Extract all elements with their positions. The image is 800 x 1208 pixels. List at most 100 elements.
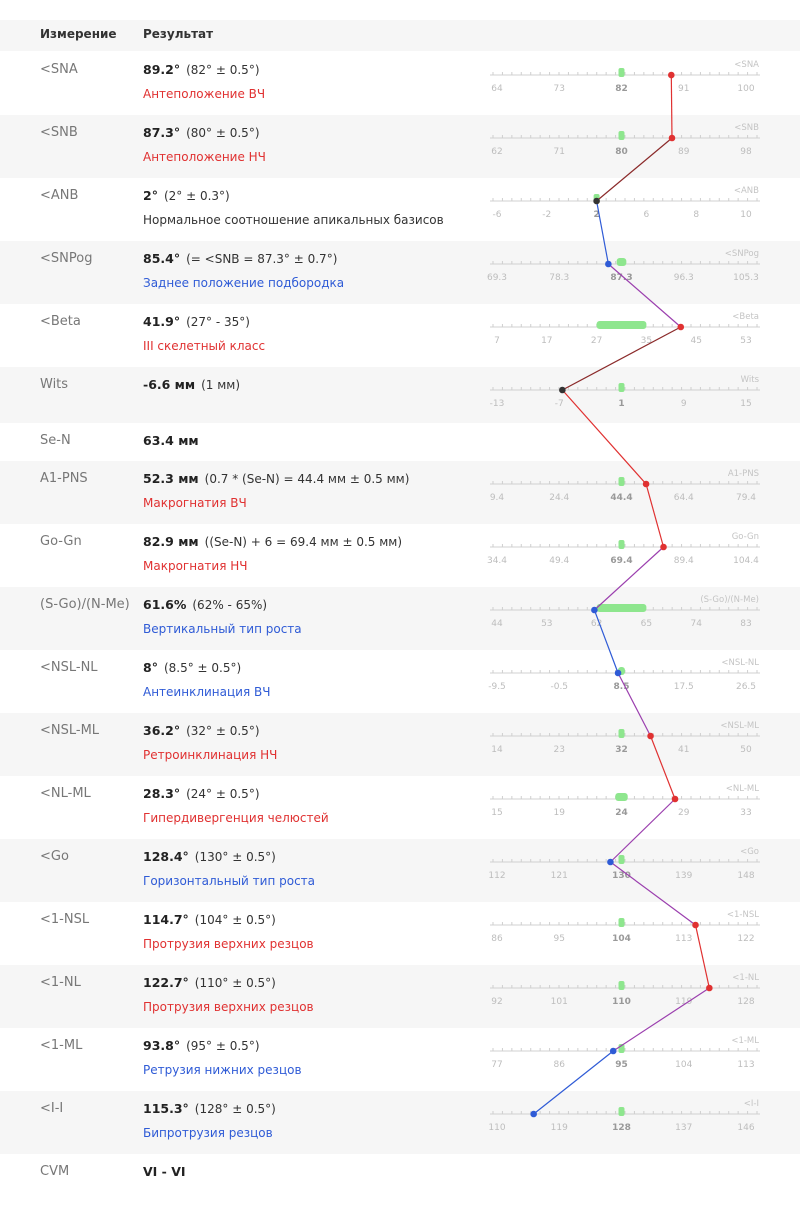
measure-label: <I-I <box>40 1101 64 1116</box>
norm-reference: (0.7 * (Se-N) = 44.4 мм ± 0.5 мм) <box>204 472 410 486</box>
interpretation: Протрузия верхних резцов <box>143 937 314 951</box>
result-value: 41.9° <box>143 314 181 329</box>
measure-label: <SNPog <box>40 251 93 266</box>
header-result: Результат <box>143 27 214 41</box>
result-value: 122.7° <box>143 975 189 990</box>
result-line: 52.3 мм (0.7 * (Se-N) = 44.4 мм ± 0.5 мм) <box>143 471 409 486</box>
result-line: 28.3° (24° ± 0.5°) <box>143 786 260 801</box>
norm-reference: (128° ± 0.5°) <box>194 1102 276 1116</box>
result-value: 8° <box>143 660 158 675</box>
result-value: -6.6 мм <box>143 377 196 392</box>
result-line: 8° (8.5° ± 0.5°) <box>143 660 241 675</box>
norm-reference: (104° ± 0.5°) <box>194 913 276 927</box>
measure-label: Wits <box>40 377 69 392</box>
result-line: 82.9 мм ((Se-N) + 6 = 69.4 мм ± 0.5 мм) <box>143 534 402 549</box>
measure-label: <SNB <box>40 125 78 140</box>
interpretation: Ретрузия нижних резцов <box>143 1063 302 1077</box>
interpretation: Бипротрузия резцов <box>143 1126 273 1140</box>
result-value: 52.3 мм <box>143 471 199 486</box>
norm-reference: ((Se-N) + 6 = 69.4 мм ± 0.5 мм) <box>204 535 403 549</box>
interpretation: III скелетный класс <box>143 339 266 353</box>
result-line: 85.4° (= <SNB = 87.3° ± 0.7°) <box>143 251 337 266</box>
interpretation: Антеположение НЧ <box>143 150 266 164</box>
result-value: VI - VI <box>143 1164 186 1179</box>
result-value: 85.4° <box>143 251 181 266</box>
measure-label: <1-NL <box>40 975 81 990</box>
measure-label: A1-PNS <box>40 471 88 486</box>
result-line: 61.6% (62% - 65%) <box>143 597 267 612</box>
cephalometric-table: Измерение Результат <SNA 89.2° (82° ± 0.5°… <box>0 20 800 1179</box>
table-row: A1-PNS 52.3 мм (0.7 * (Se-N) = 44.4 мм ± 0… <box>0 461 800 524</box>
interpretation: Вертикальный тип роста <box>143 622 302 636</box>
table-row: <1-NSL 114.7° (104° ± 0.5°) Протрузия верхн… <box>0 902 800 965</box>
measure-label: Go-Gn <box>40 534 82 549</box>
result-line: 114.7° (104° ± 0.5°) <box>143 912 276 927</box>
measure-label: CVM <box>40 1164 70 1179</box>
table-row: <NSL-ML 36.2° (32° ± 0.5°) Ретроинклинация … <box>0 713 800 776</box>
result-value: 28.3° <box>143 786 181 801</box>
interpretation: Макрогнатия НЧ <box>143 559 248 573</box>
measure-label: <NSL-ML <box>40 723 100 738</box>
table-row: Se-N 63.4 мм <box>0 423 800 461</box>
interpretation: Горизонтальный тип роста <box>143 874 316 888</box>
measure-label: <1-ML <box>40 1038 83 1053</box>
table-row: Wits -6.6 мм (1 мм) <box>0 367 800 423</box>
result-value: 128.4° <box>143 849 189 864</box>
norm-reference: (1 мм) <box>201 378 241 392</box>
norm-reference: (2° ± 0.3°) <box>163 189 230 203</box>
interpretation: Макрогнатия ВЧ <box>143 496 247 510</box>
table-row: <NSL-NL 8° (8.5° ± 0.5°) Антеинклинация ВЧ <box>0 650 800 713</box>
result-line: 122.7° (110° ± 0.5°) <box>143 975 276 990</box>
table-row: <I-I 115.3° (128° ± 0.5°) Бипротрузия резцо… <box>0 1091 800 1154</box>
interpretation: Заднее положение подбородка <box>143 276 345 290</box>
result-line: 36.2° (32° ± 0.5°) <box>143 723 260 738</box>
table-row: <ANB 2° (2° ± 0.3°) Нормальное соотношение … <box>0 178 800 241</box>
result-line: 87.3° (80° ± 0.5°) <box>143 125 260 140</box>
interpretation: Ретроинклинация НЧ <box>143 748 278 762</box>
norm-reference: (130° ± 0.5°) <box>194 850 276 864</box>
result-value: 93.8° <box>143 1038 181 1053</box>
result-value: 82.9 мм <box>143 534 199 549</box>
measure-label: <NSL-NL <box>40 660 98 675</box>
measure-label: <1-NSL <box>40 912 90 927</box>
measure-label: <Beta <box>40 314 81 329</box>
table-row: CVM VI - VI <box>0 1154 800 1194</box>
measure-label: <NL-ML <box>40 786 91 801</box>
norm-reference: (= <SNB = 87.3° ± 0.7°) <box>186 252 338 266</box>
header-measure: Измерение <box>40 27 117 41</box>
result-line: 63.4 мм <box>143 433 199 448</box>
norm-reference: (62% - 65%) <box>192 598 268 612</box>
interpretation: Нормальное соотношение апикальных базисо… <box>143 213 444 227</box>
table-row: <Beta 41.9° (27° - 35°) III скелетный класс <box>0 304 800 367</box>
result-line: 41.9° (27° - 35°) <box>143 314 250 329</box>
norm-reference: (80° ± 0.5°) <box>186 126 260 140</box>
table-row: <SNPog 85.4° (= <SNB = 87.3° ± 0.7°) Заднее… <box>0 241 800 304</box>
result-value: 63.4 мм <box>143 433 199 448</box>
norm-reference: (32° ± 0.5°) <box>186 724 260 738</box>
table-row: (S-Go)/(N-Me) 61.6% (62% - 65%) Вертикальны… <box>0 587 800 650</box>
measure-label: Se-N <box>40 433 71 448</box>
table-row: <Go 128.4° (130° ± 0.5°) Горизонтальный тип… <box>0 839 800 902</box>
result-value: 36.2° <box>143 723 181 738</box>
table-row: <SNA 89.2° (82° ± 0.5°) Антеположение ВЧ <box>0 52 800 115</box>
table-row: <1-NL 122.7° (110° ± 0.5°) Протрузия верхни… <box>0 965 800 1028</box>
measure-label: <Go <box>40 849 69 864</box>
interpretation: Антеинклинация ВЧ <box>143 685 271 699</box>
norm-reference: (82° ± 0.5°) <box>186 63 260 77</box>
result-value: 115.3° <box>143 1101 189 1116</box>
norm-reference: (95° ± 0.5°) <box>186 1039 260 1053</box>
result-value: 87.3° <box>143 125 181 140</box>
measure-label: <SNA <box>40 62 78 77</box>
norm-reference: (27° - 35°) <box>186 315 250 329</box>
norm-reference: (24° ± 0.5°) <box>186 787 260 801</box>
result-value: 2° <box>143 188 158 203</box>
result-line: 93.8° (95° ± 0.5°) <box>143 1038 260 1053</box>
table-row: Go-Gn 82.9 мм ((Se-N) + 6 = 69.4 мм ± 0.5 … <box>0 524 800 587</box>
measure-label: (S-Go)/(N-Me) <box>40 597 130 612</box>
interpretation: Протрузия верхних резцов <box>143 1000 314 1014</box>
interpretation: Гипердивергенция челюстей <box>143 811 329 825</box>
norm-reference: (110° ± 0.5°) <box>194 976 276 990</box>
result-value: 61.6% <box>143 597 187 612</box>
result-line: 2° (2° ± 0.3°) <box>143 188 230 203</box>
result-line: 128.4° (130° ± 0.5°) <box>143 849 276 864</box>
